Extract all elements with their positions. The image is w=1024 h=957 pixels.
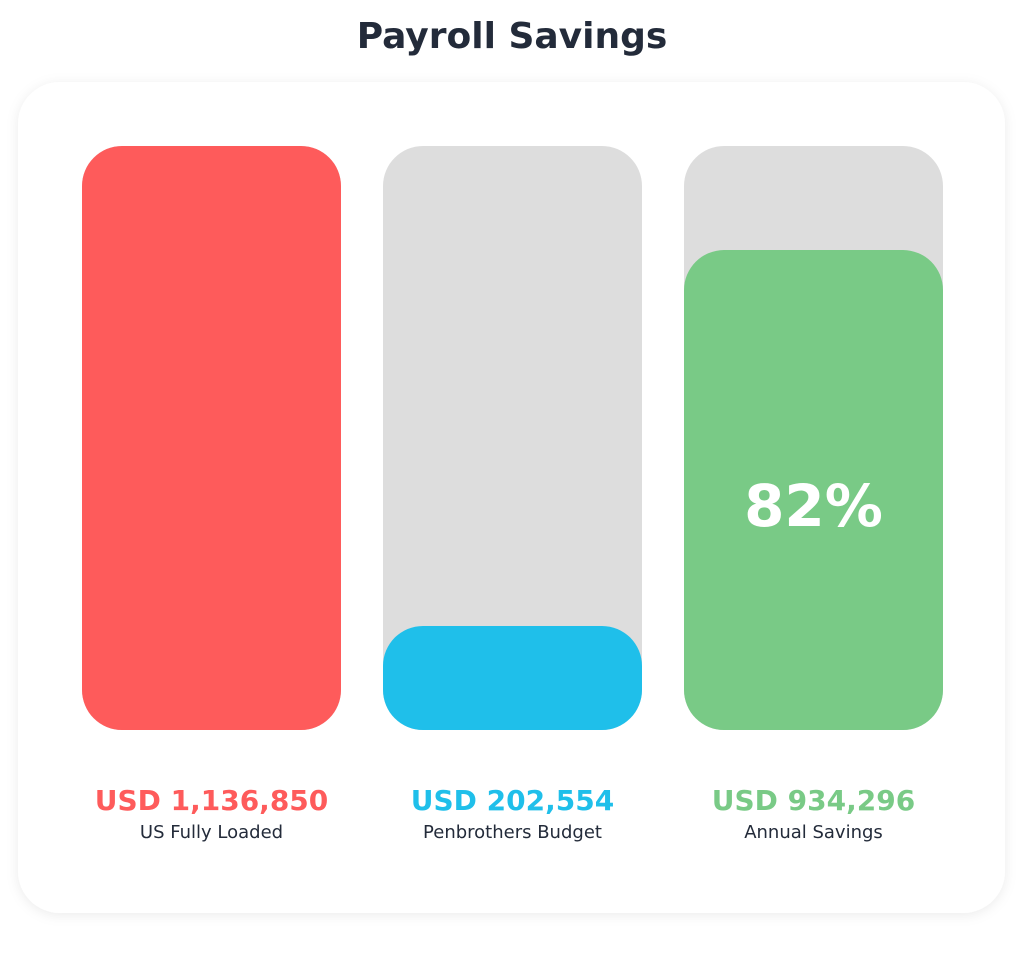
bar — [383, 625, 642, 730]
category-label: Annual Savings — [744, 822, 883, 843]
bar — [82, 146, 341, 730]
value-label: USD 1,136,850 — [95, 784, 329, 817]
annotation: 82% — [744, 472, 883, 540]
value-label: USD 202,554 — [411, 784, 614, 817]
bar-track — [383, 146, 642, 730]
bar — [684, 250, 943, 731]
value-label: USD 934,296 — [712, 784, 915, 817]
category-label: Penbrothers Budget — [423, 822, 602, 843]
category-label: US Fully Loaded — [140, 822, 283, 843]
chart-title: Payroll Savings — [357, 16, 668, 57]
